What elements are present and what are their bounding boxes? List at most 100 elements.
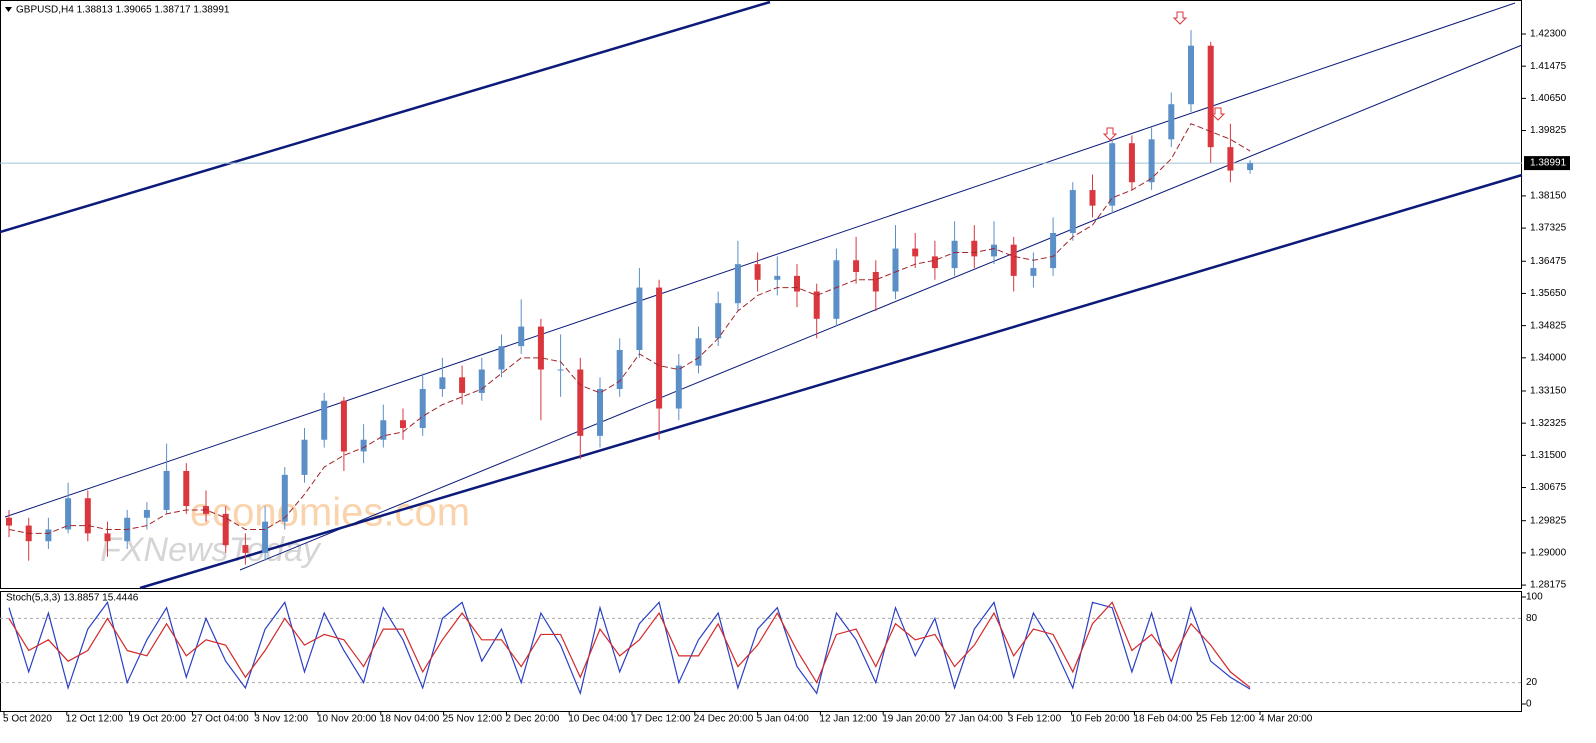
- x-tick-label: 4 Mar 20:00: [1259, 714, 1313, 725]
- candle-body: [1128, 143, 1135, 183]
- candle-body: [1069, 190, 1076, 233]
- indicator-title: Stoch(5,3,3) 13.8857 15.4446: [6, 593, 139, 604]
- y-tick-label: 1.29000: [1530, 548, 1567, 559]
- y-tick-label: 1.33150: [1530, 386, 1567, 397]
- candle-body: [498, 346, 505, 370]
- candle-body: [557, 369, 564, 371]
- candle-body: [65, 498, 72, 530]
- y-tick-label: 1.31500: [1530, 450, 1567, 461]
- candle-body: [104, 533, 111, 542]
- y-tick-label: 0: [1526, 699, 1532, 710]
- y-tick-label: 1.30675: [1530, 482, 1567, 493]
- y-tick-label: 1.42300: [1530, 29, 1567, 40]
- arrow: [1172, 11, 1188, 25]
- candle-body: [675, 365, 682, 409]
- x-tick-label: 24 Dec 20:00: [694, 714, 754, 725]
- y-tick-label: 1.28175: [1530, 580, 1567, 591]
- y-tick-label: 1.38150: [1530, 191, 1567, 202]
- current-price-label: 1.38991: [1530, 158, 1567, 169]
- candle-body: [183, 470, 190, 507]
- y-tick-label: 1.29825: [1530, 515, 1567, 526]
- candle-body: [931, 256, 938, 269]
- candle-body: [734, 264, 741, 304]
- candle-body: [971, 240, 978, 257]
- candle-body: [143, 509, 150, 518]
- candle-body: [892, 248, 899, 292]
- candle-body: [537, 326, 544, 370]
- candle-body: [1188, 45, 1194, 105]
- x-tick-label: 18 Feb 04:00: [1133, 714, 1192, 725]
- title-icon: [5, 7, 12, 12]
- price-panel-frame: [0, 0, 1522, 589]
- y-tick-label: 1.35650: [1530, 288, 1567, 299]
- candle-body: [1010, 244, 1017, 276]
- x-tick-label: 3 Feb 12:00: [1008, 714, 1062, 725]
- candle-body: [321, 400, 328, 440]
- x-tick-label: 19 Oct 20:00: [129, 714, 187, 725]
- candle-body: [163, 470, 170, 510]
- chart-title: GBPUSD,H4 1.38813 1.39065 1.38717 1.3899…: [16, 5, 230, 16]
- candle-body: [1148, 139, 1155, 183]
- candle-body: [518, 326, 525, 347]
- trend-lines: [0, 0, 1523, 590]
- watermark: FXNewsToday: [100, 531, 322, 569]
- x-tick-label: 27 Oct 04:00: [191, 714, 249, 725]
- candle-body: [242, 545, 249, 553]
- candle-body: [45, 529, 52, 542]
- y-tick-label: 1.37325: [1530, 223, 1567, 234]
- candle-body: [656, 287, 663, 409]
- y-tick-label: 1.36475: [1530, 256, 1567, 267]
- candle-body: [912, 248, 919, 257]
- channel-line: [139, 173, 1523, 590]
- candle-body: [6, 517, 12, 526]
- x-tick-label: 10 Feb 20:00: [1071, 714, 1130, 725]
- candle-body: [439, 377, 446, 390]
- x-tick-label: 25 Feb 12:00: [1196, 714, 1255, 725]
- peak-arrows: [1102, 11, 1226, 141]
- arrow: [1210, 107, 1226, 121]
- candle-body: [1109, 143, 1116, 206]
- candle-body: [1050, 232, 1057, 269]
- channel-line: [0, 0, 771, 234]
- candle-body: [616, 350, 623, 390]
- candle-body: [1089, 190, 1096, 206]
- y-tick-label: 1.34825: [1530, 320, 1567, 331]
- candle-body: [1227, 147, 1234, 171]
- candle-body: [301, 439, 308, 475]
- candle-body: [419, 389, 426, 429]
- x-tick-label: 25 Nov 12:00: [443, 714, 503, 725]
- y-tick-label: 1.39825: [1530, 125, 1567, 136]
- candle-body: [380, 420, 387, 440]
- candle-body: [281, 474, 288, 522]
- x-tick-label: 19 Jan 20:00: [882, 714, 940, 725]
- arrow: [1102, 127, 1118, 141]
- x-tick-label: 10 Dec 04:00: [568, 714, 628, 725]
- y-tick-label: 80: [1526, 613, 1538, 624]
- x-tick-label: 12 Jan 12:00: [819, 714, 877, 725]
- x-tick-label: 5 Oct 2020: [3, 714, 52, 725]
- watermark: economies.com: [190, 491, 470, 535]
- candle-body: [853, 260, 860, 272]
- x-tick-label: 18 Nov 04:00: [380, 714, 440, 725]
- candle-body: [262, 521, 269, 553]
- candle-body: [84, 498, 91, 534]
- candle-body: [1168, 104, 1175, 140]
- y-tick-label: 100: [1526, 592, 1543, 603]
- candle-body: [695, 338, 702, 366]
- candle-body: [360, 439, 367, 452]
- candle-body: [400, 420, 406, 429]
- candle-body: [1247, 163, 1254, 171]
- candle-body: [794, 275, 800, 292]
- y-tick-label: 1.41475: [1530, 61, 1567, 72]
- x-tick-label: 12 Oct 12:00: [66, 714, 124, 725]
- channel-line: [239, 44, 1523, 571]
- x-tick-label: 27 Jan 04:00: [945, 714, 1003, 725]
- candle-body: [597, 389, 603, 436]
- candle-body: [991, 244, 997, 257]
- candle-body: [1030, 268, 1037, 276]
- x-tick-label: 5 Jan 04:00: [757, 714, 810, 725]
- candle-body: [340, 400, 347, 452]
- x-tick-label: 17 Dec 12:00: [631, 714, 691, 725]
